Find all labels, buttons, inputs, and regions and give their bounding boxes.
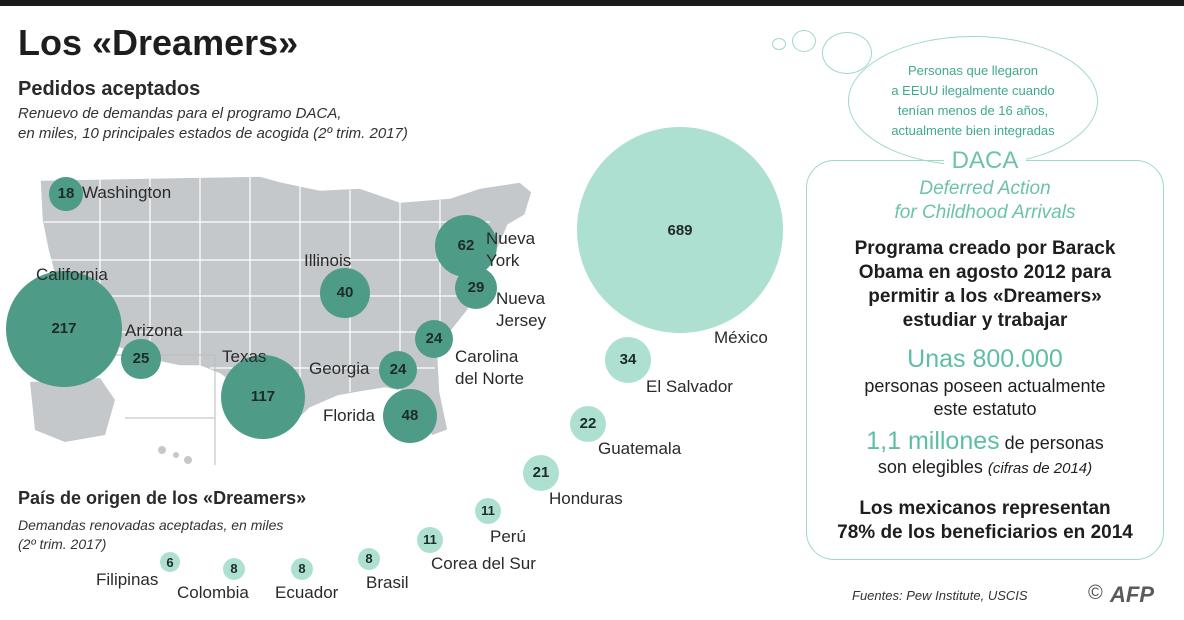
state-label-6: Florida	[323, 406, 375, 425]
country-bubble-3: 21	[523, 455, 559, 491]
state-label-5: Georgia	[309, 359, 370, 378]
program-description: Programa creado por Barack Obama en agos…	[854, 238, 1116, 331]
state-label-1: California	[36, 265, 108, 284]
country-bubble-8: 8	[222, 557, 246, 581]
state-label-2: Arizona	[125, 321, 183, 340]
afp-logo: AFP	[1110, 582, 1154, 607]
country-label-5: Corea del Sur	[431, 554, 536, 573]
thought-bubble-medium	[792, 30, 816, 52]
country-label-0: México	[714, 328, 768, 347]
stat-eligible-note: (cifras de 2014)	[987, 460, 1093, 477]
country-label-6: Brasil	[366, 573, 409, 592]
country-bubble-2: 22	[569, 405, 607, 443]
daca-full-name: Deferred Action for Childhood Arrivals	[894, 178, 1076, 223]
country-label-9: Filipinas	[96, 570, 159, 589]
top-bar	[0, 0, 1184, 6]
state-bubble-9: 24	[414, 319, 454, 359]
stat-eligible-value: 1,1 millones	[866, 427, 1000, 455]
stat-beneficiaries-value: Unas 800.000	[907, 345, 1063, 373]
dreamers-definition-bubble: Personas que llegaron a EEUU ilegalmente…	[848, 36, 1098, 166]
thought-bubble-large	[822, 32, 872, 74]
stat-beneficiaries-text: personas poseen actualmente este estatut…	[864, 376, 1106, 419]
mexicans-share: Los mexicanos representan 78% de los ben…	[837, 498, 1133, 543]
country-label-2: Guatemala	[598, 439, 682, 458]
state-label-9: Carolina del Norte	[455, 347, 524, 388]
state-bubble-4: 40	[320, 268, 370, 318]
source-note: Fuentes: Pew Institute, USCIS	[852, 588, 1028, 603]
stat-eligible-text: de personas	[999, 433, 1104, 453]
state-label-0: Washington	[82, 183, 172, 202]
country-bubble-5: 11	[416, 526, 443, 553]
country-label-7: Ecuador	[275, 583, 339, 602]
country-label-3: Honduras	[549, 489, 623, 508]
state-bubble-2: 25	[121, 339, 161, 379]
state-label-4: Illinois	[304, 251, 352, 270]
country-bubble-6: 8	[357, 547, 381, 571]
state-bubble-5: 24	[378, 350, 418, 390]
country-bubble-1: 34	[605, 337, 651, 383]
country-label-1: El Salvador	[646, 377, 733, 396]
country-label-8: Colombia	[177, 583, 249, 602]
state-bubble-0: 18	[49, 177, 83, 211]
dreamers-definition: Personas que llegaron a EEUU ilegalmente…	[891, 63, 1055, 138]
state-bubble-7: 62	[435, 215, 497, 277]
state-bubble-3: 117	[220, 354, 306, 440]
stat-eligible-text-2: son elegibles	[877, 457, 988, 477]
state-label-8: Nueva Jersey	[496, 289, 547, 330]
copyright-icon: ©	[1088, 582, 1103, 604]
state-bubble-8: 29	[454, 266, 498, 310]
country-bubble-4: 11	[474, 497, 501, 524]
chart-description: Renuevo de demandas para el programo DAC…	[18, 105, 408, 142]
countries-title: País de origen de los «Dreamers»	[18, 488, 307, 508]
thought-bubble-small	[772, 38, 786, 50]
daca-info-panel: DACA Deferred Action for Childhood Arriv…	[806, 147, 1164, 560]
state-bubble-1: 217	[6, 271, 122, 387]
country-label-4: Perú	[490, 527, 526, 546]
daca-title: DACA	[943, 147, 1027, 174]
chart-subtitle: Pedidos aceptados	[18, 78, 201, 100]
country-bubble-9: 6	[160, 552, 180, 572]
state-label-3: Texas	[222, 347, 267, 366]
countries-description: Demandas renovadas aceptadas, en miles (…	[18, 517, 284, 552]
country-bubble-7: 8	[290, 557, 314, 581]
state-bubble-6: 48	[382, 388, 438, 444]
country-bubble-0: 689	[577, 127, 783, 333]
state-label-7: Nueva York	[486, 229, 536, 270]
page-title: Los «Dreamers»	[18, 22, 299, 63]
